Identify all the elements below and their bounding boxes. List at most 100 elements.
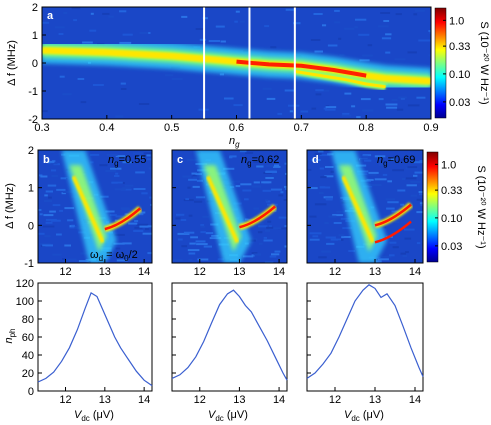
panel-a-noise-cell — [386, 106, 398, 109]
panel-a-noise-cell — [378, 98, 384, 101]
panel-a-noise-cell — [378, 25, 389, 28]
panel-c-noise-cell — [242, 189, 252, 192]
panel-c-annotation: ng=0.62 — [241, 154, 279, 168]
panel-d-noise-cell — [309, 187, 318, 190]
panel-c-noise-cell — [200, 225, 205, 228]
panel-b-noise-cell — [47, 184, 57, 187]
panel-c-noise-cell — [188, 178, 197, 181]
panel-c-noise-cell — [256, 165, 264, 168]
panel-b-noise-cell — [115, 215, 127, 218]
panel-d-noise-cell — [419, 193, 423, 196]
panel-a-noise-cell — [385, 33, 392, 36]
panel-a-noise-cell — [356, 116, 361, 119]
colorbar-top-tick-label: 1.0 — [449, 15, 464, 27]
panel-b-noise-cell — [78, 260, 89, 262]
panel-c-noise-cell — [278, 216, 287, 219]
panel-c-noise-cell — [265, 229, 271, 232]
line-panel-1-ylabel: nph — [3, 328, 17, 343]
panel-d-noise-cell — [368, 171, 379, 174]
colorbar-bottom-label: S (10⁻²⁰ W Hz⁻¹) — [475, 165, 487, 248]
panel-b-noise-cell — [139, 213, 144, 216]
panel-d-noise-cell — [367, 173, 377, 176]
panel-c-noise-cell — [274, 164, 280, 167]
panel-d-noise-cell — [374, 155, 386, 158]
panel-b-noise-cell — [39, 213, 43, 216]
panel-b-annotation: ng=0.55 — [108, 154, 146, 168]
panel-b-noise-cell — [45, 218, 57, 221]
panel-a-noise-cell — [324, 108, 336, 111]
panel-d-branch-lower — [374, 220, 412, 244]
panel-b-noise-cell — [122, 161, 132, 164]
panel-c-noise-cell — [262, 189, 271, 192]
panel-c-noise-cell — [187, 249, 200, 252]
panel-c-noise-cell — [274, 250, 281, 253]
line-panel-1-ytick-label: 40 — [22, 350, 34, 362]
panel-c-noise-cell — [265, 200, 271, 203]
panel-c-noise-cell — [251, 252, 258, 255]
line-panel-1-ytick-label: 80 — [22, 314, 34, 326]
panel-d-noise-cell — [324, 222, 329, 225]
panel-c-branch — [239, 205, 276, 229]
panel-d-noise-cell — [391, 210, 400, 213]
panel-b-noise-cell — [111, 181, 123, 184]
panel-c-noise-cell — [257, 231, 263, 234]
panel-a-noise-cell — [285, 8, 296, 11]
panel-b-letter: b — [43, 154, 50, 166]
panel-a-noise-cell — [381, 37, 392, 40]
panel-d-xtick-label: 14 — [409, 266, 421, 278]
panel-c-noise-cell — [268, 227, 278, 230]
panel-c-noise-cell — [280, 191, 284, 194]
panel-a-noise-cell — [314, 50, 323, 53]
panel-d-noise-cell — [319, 167, 325, 170]
panel-b-noise-cell — [149, 196, 152, 199]
panel-a-noise-cell — [338, 37, 342, 40]
panel-a-noise-cell — [428, 54, 431, 57]
panel-a-noise-cell — [54, 26, 65, 29]
panel-a-xtick-label: 0.8 — [359, 122, 374, 134]
panel-d-letter: d — [312, 154, 319, 166]
panel-d-noise-cell — [324, 175, 334, 178]
panel-a-noise-cell — [215, 25, 225, 28]
panel-c-noise-cell — [190, 236, 198, 239]
panel-a-xtick-label: 0.4 — [99, 122, 114, 134]
panel-a-noise-cell — [195, 28, 204, 30]
panel-b-noise-cell — [105, 210, 115, 213]
panel-d-noise-cell — [325, 166, 334, 168]
panel-a-noise-cell — [385, 51, 391, 54]
panel-a-noise-cell — [284, 89, 296, 92]
panel-d-noise-cell — [342, 227, 353, 230]
panel-b-noise-cell — [134, 220, 139, 222]
line-panel-2: 12 13 14 Vdc (μV) — [171, 282, 288, 423]
panel-b-noise-cell — [44, 200, 53, 202]
panel-c-noise-cell — [175, 217, 181, 220]
panel-b-noise-cell — [43, 214, 54, 217]
colorbar-top-tick-label: 0.03 — [449, 97, 470, 109]
panel-d-noise-cell — [421, 240, 423, 243]
panel-c-noise-cell — [187, 186, 191, 189]
panel-c-noise-cell — [265, 177, 274, 179]
panel-c-noise-cell — [231, 180, 240, 183]
panel-b-noise-cell — [145, 228, 150, 231]
line-panel-2-xtick-label: 14 — [273, 394, 285, 406]
panel-d-noise-cell — [378, 163, 387, 166]
panel-d-noise-cell — [318, 192, 324, 195]
panel-c-noise-cell — [242, 255, 254, 258]
panel-a-noise-cell — [341, 114, 352, 117]
panel-b-noise-cell — [132, 152, 145, 155]
panel-c-noise-cell — [196, 243, 208, 246]
panel-a-noise-cell — [234, 20, 238, 23]
panel-a-noise-cell — [199, 38, 207, 41]
panel-c-noise-cell — [239, 150, 247, 153]
panel-b-xtick-label: 13 — [99, 266, 111, 278]
panel-b-features — [61, 150, 143, 263]
panel-b-noise-cell — [114, 233, 125, 236]
panel-a-noise-cell — [42, 110, 48, 113]
panel-a-noise-cell — [362, 109, 374, 112]
panel-d-noise-cell — [416, 211, 423, 214]
panel-d-noise-cell — [378, 258, 389, 261]
panel-c-noise-cell — [284, 162, 287, 165]
panel-c-noise-cell — [223, 167, 235, 170]
panel-d-noise-cell — [414, 171, 423, 174]
panel-b-noise-cell — [64, 244, 71, 247]
